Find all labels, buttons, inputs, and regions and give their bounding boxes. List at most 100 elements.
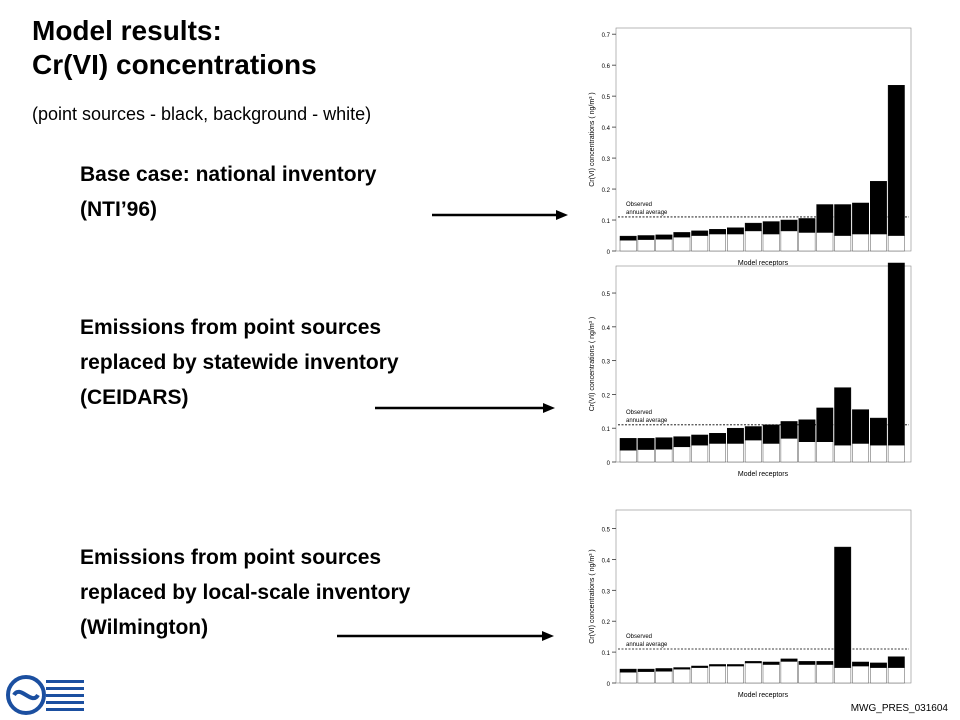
observed-label-1: Observed [626, 410, 652, 416]
bar-point-source [637, 438, 655, 450]
bar-background [887, 444, 905, 463]
y-tick-label: 0.1 [602, 427, 611, 433]
y-tick-label: 0.1 [602, 219, 611, 225]
bar-background [619, 671, 637, 684]
bar-background [887, 667, 905, 684]
bar-point-source [727, 664, 744, 667]
y-tick-label: 0.4 [602, 558, 611, 564]
bar-background [870, 444, 887, 463]
arrow-1 [432, 210, 568, 220]
bar-point-source [816, 204, 834, 233]
y-tick-label: 0 [607, 461, 611, 467]
bar-point-source [691, 434, 709, 446]
bar-background [673, 446, 691, 463]
bar-point-source [709, 664, 726, 667]
panel-2-label: Emissions from point sources replaced by… [80, 310, 399, 415]
bar-background [673, 236, 691, 252]
bar-background [619, 239, 637, 252]
bar-point-source [727, 227, 744, 235]
y-tick-label: 0.2 [602, 620, 611, 626]
observed-label-1: Observed [626, 202, 652, 208]
panel-1-line-2: (NTI’96) [80, 198, 158, 221]
bar-background [816, 232, 834, 252]
x-axis-label: Model receptors [738, 471, 789, 478]
bar-point-source [887, 262, 905, 446]
bar-point-source [709, 433, 726, 444]
bar-point-source [834, 387, 852, 446]
bar-background [798, 441, 816, 463]
slide-title: Model results: Cr(VI) concentrations [32, 14, 317, 82]
bar-point-source [852, 661, 869, 667]
bar-point-source [870, 417, 887, 446]
observed-label-2: annual average [626, 418, 668, 424]
bar-point-source [762, 661, 780, 665]
bar-point-source [852, 202, 869, 235]
panel-1-line-1: Base case: national inventory [80, 163, 377, 186]
bar-point-source [762, 424, 780, 444]
bar-point-source [655, 437, 673, 450]
y-tick-label: 0.2 [602, 393, 611, 399]
bar-background [709, 233, 726, 252]
bar-background [744, 230, 762, 252]
y-tick-label: 0.7 [602, 33, 611, 39]
bar-point-source [816, 661, 834, 665]
panel-1-label: Base case: national inventory (NTI’96) [80, 157, 376, 227]
bar-point-source [798, 218, 816, 233]
bar-point-source [744, 222, 762, 232]
bar-background [709, 665, 726, 684]
bar-background [655, 671, 673, 684]
bar-background [762, 233, 780, 252]
bar-point-source [673, 667, 691, 670]
arrow-3 [337, 631, 554, 641]
bar-background [619, 449, 637, 463]
bar-background [709, 443, 726, 463]
logo [6, 675, 84, 715]
bar-point-source [887, 85, 905, 236]
bar-background [691, 444, 709, 463]
observed-label-2: annual average [626, 210, 668, 216]
bar-background [637, 671, 655, 684]
bar-background [834, 444, 852, 463]
y-tick-label: 0.1 [602, 651, 611, 657]
x-axis-label: Model receptors [738, 260, 789, 267]
x-axis-label: Model receptors [738, 692, 789, 699]
bar-point-source [637, 668, 655, 672]
bar-point-source [870, 181, 887, 235]
panel-2-line-1: Emissions from point sources [80, 316, 382, 339]
bar-background [727, 443, 744, 463]
bar-background [852, 233, 869, 252]
bar-background [691, 235, 709, 252]
bar-background [780, 230, 798, 252]
y-axis-label: Cr(VI) concentrations ( ng/m³ ) [589, 549, 596, 644]
bar-background [870, 233, 887, 252]
bar-point-source [744, 426, 762, 441]
bar-background [744, 662, 762, 684]
y-axis-label: Cr(VI) concentrations ( ng/m³ ) [589, 92, 596, 187]
bar-point-source [834, 204, 852, 236]
bar-background [816, 664, 834, 684]
y-tick-label: 0.5 [602, 292, 611, 298]
panel-3-line-2: replaced by local-scale inventory [80, 581, 411, 604]
panel-3-line-1: Emissions from point sources [80, 546, 382, 569]
y-tick-label: 0 [607, 250, 611, 256]
bar-background [762, 664, 780, 684]
chart-base-case: 0 0.1 0.2 0.3 0.4 0.5 0.6 0.7 Cr(VI) concentrati… [589, 27, 912, 267]
observed-label-1: Observed [626, 634, 652, 640]
bar-background [655, 448, 673, 463]
bar-point-source [709, 229, 726, 235]
observed-label-2: annual average [626, 642, 668, 648]
panel-2-line-3: (CEIDARS) [80, 386, 189, 409]
bar-background [727, 665, 744, 684]
bar-background [852, 443, 869, 463]
bar-background [780, 438, 798, 463]
bar-point-source [727, 427, 744, 444]
bar-background [762, 443, 780, 463]
bar-point-source [637, 235, 655, 240]
bar-point-source [619, 438, 637, 451]
bar-background [798, 232, 816, 252]
bar-background [655, 238, 673, 252]
chart-wilmington: 0 0.1 0.2 0.3 0.4 0.5 Cr(VI) concentrations ( … [589, 509, 912, 699]
bar-background [852, 665, 869, 684]
y-axis-label: Cr(VI) concentrations ( ng/m³ ) [589, 317, 596, 412]
bar-background [870, 667, 887, 684]
